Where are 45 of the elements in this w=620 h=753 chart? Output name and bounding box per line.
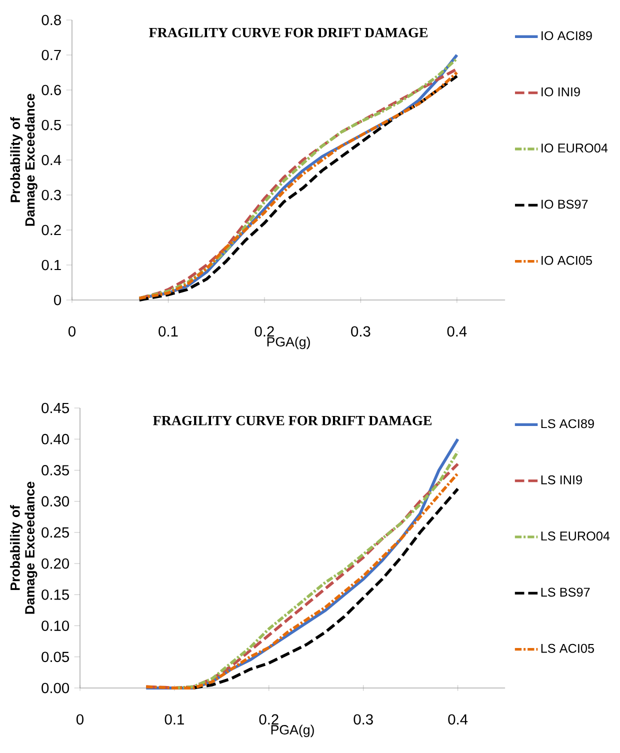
y-tick-label: 0.4: [42, 154, 62, 166]
legend-label: LS EURO04: [541, 532, 610, 541]
y-tick-label: 0.45: [42, 402, 69, 414]
x-tick-label: 0.4: [448, 714, 468, 725]
y-axis-title: Probability of Damage Exceedance: [10, 94, 38, 226]
x-tick-label: 0.2: [259, 714, 278, 725]
y-axis-title: Probability of Damage Exceedance: [10, 482, 38, 614]
x-tick-label: 0: [76, 714, 84, 725]
x-axis-title: PGA(g): [267, 336, 310, 350]
x-tick-label: 0.1: [158, 326, 178, 337]
chart-title: FRAGILITY CURVE FOR DRIFT DAMAGE: [153, 416, 432, 426]
y-tick-label: 0.2: [42, 224, 61, 236]
legend-label: LS ACI89: [541, 419, 594, 428]
legend-label: LS INI9: [541, 475, 582, 484]
x-tick-label: 0.2: [254, 326, 274, 337]
legend-label: IO BS97: [542, 200, 588, 209]
legend-label: LS ACI05: [541, 644, 594, 653]
y-tick-label: 0.40: [42, 434, 70, 444]
y-tick-label: 0.30: [42, 496, 70, 507]
chart-title: FRAGILITY CURVE FOR DRIFT DAMAGE: [149, 28, 428, 38]
x-tick-label: 0.3: [354, 714, 373, 725]
y-tick-label: 0.1: [42, 260, 61, 270]
y-tick-label: 0.10: [42, 620, 70, 631]
y-tick-label: 0.6: [42, 84, 61, 96]
y-tick-label: 0.20: [42, 558, 70, 569]
legend-label: LS BS97: [541, 588, 590, 597]
y-tick-label: 0: [54, 294, 62, 306]
y-tick-label: 0.5: [42, 120, 61, 130]
y-tick-label: 0.3: [42, 190, 61, 200]
y-tick-label: 0.15: [42, 589, 69, 600]
legend-label: IO INI9: [542, 87, 580, 96]
x-axis-title: PGA(g): [271, 724, 314, 738]
y-tick-label: 0.25: [42, 527, 69, 538]
x-tick-label: 0.4: [447, 326, 467, 337]
legend-label: IO EURO04: [542, 144, 608, 153]
y-tick-label: 0.05: [42, 652, 69, 662]
legend-label: IO ACI05: [542, 256, 592, 265]
x-tick-label: 0.3: [351, 326, 370, 337]
x-tick-label: 0.1: [164, 714, 184, 725]
y-tick-label: 0.8: [42, 14, 61, 26]
y-tick-label: 0.00: [42, 682, 70, 694]
legend-label: IO ACI89: [542, 31, 592, 40]
line-series: [192, 487, 460, 690]
y-tick-label: 0.7: [42, 50, 61, 60]
y-tick-label: 0.35: [42, 465, 69, 476]
